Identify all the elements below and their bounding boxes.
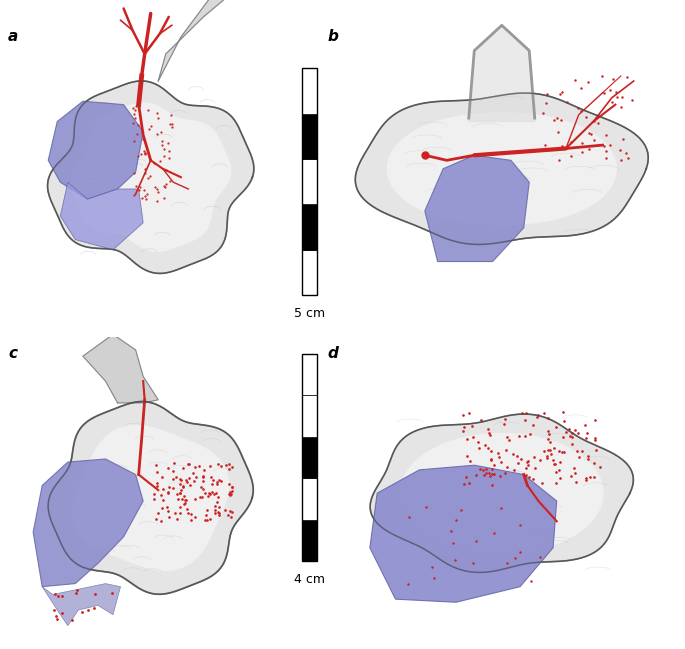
Polygon shape	[60, 182, 143, 250]
Polygon shape	[73, 426, 229, 570]
Text: 4 cm: 4 cm	[294, 573, 325, 586]
Polygon shape	[48, 101, 143, 199]
Polygon shape	[47, 81, 254, 273]
Text: d: d	[327, 346, 338, 361]
Polygon shape	[401, 434, 603, 553]
Polygon shape	[83, 334, 158, 403]
Text: b: b	[327, 29, 338, 44]
Polygon shape	[425, 155, 530, 262]
Polygon shape	[71, 103, 231, 251]
Polygon shape	[48, 402, 253, 594]
Polygon shape	[370, 414, 634, 572]
Polygon shape	[469, 25, 535, 121]
Polygon shape	[356, 93, 648, 245]
Polygon shape	[387, 113, 616, 225]
Polygon shape	[356, 93, 648, 245]
Polygon shape	[33, 459, 143, 587]
Polygon shape	[158, 0, 234, 81]
Polygon shape	[370, 414, 634, 572]
Text: 5 cm: 5 cm	[294, 307, 325, 320]
Text: c: c	[8, 346, 17, 361]
Text: a: a	[8, 29, 18, 44]
Polygon shape	[158, 0, 234, 81]
Polygon shape	[48, 402, 253, 594]
Polygon shape	[83, 334, 158, 403]
Polygon shape	[47, 81, 254, 273]
Polygon shape	[42, 583, 121, 626]
Polygon shape	[370, 465, 557, 602]
